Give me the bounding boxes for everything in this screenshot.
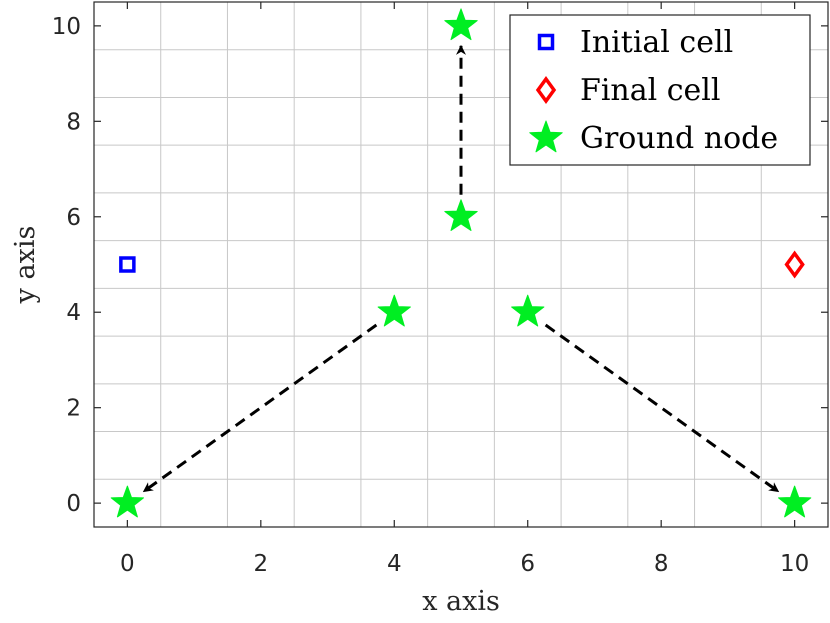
dashed-arrow: [142, 323, 378, 493]
legend-marker-diamond: [535, 76, 557, 104]
legend-marker-star: [529, 120, 563, 153]
x-tick-label: 6: [520, 551, 535, 577]
x-tick-label: 2: [253, 551, 268, 577]
y-tick-label: 2: [66, 396, 81, 422]
legend-entry-label: Final cell: [580, 73, 721, 108]
data-point-square: [119, 256, 136, 273]
axis-ticks: 0 2 4 6 8 10 0 2 4 6 8 10: [52, 2, 828, 577]
y-tick-label: 10: [52, 14, 81, 40]
x-tick-label: 8: [654, 551, 669, 577]
y-tick-label: 8: [66, 109, 81, 135]
data-point-star: [377, 294, 411, 327]
data-point-star: [778, 485, 812, 518]
arrows: [142, 44, 780, 493]
y-tick-label: 4: [66, 300, 81, 326]
plot-frame: [93, 1, 829, 528]
y-tick-label: 0: [66, 491, 81, 517]
legend-entry-label: Ground node: [580, 121, 778, 156]
legend-marker-square: [537, 33, 555, 51]
x-tick-label: 0: [120, 551, 135, 577]
data-point-star: [444, 199, 478, 231]
legend-entry-label: Initial cell: [580, 25, 733, 60]
legend: Initial cell Final cell Ground node: [509, 14, 811, 166]
dashed-arrow: [544, 323, 780, 493]
data-point-diamond: [784, 250, 805, 279]
data-point-star: [110, 485, 144, 518]
y-tick-label: 6: [66, 205, 81, 231]
x-tick-label: 10: [780, 551, 809, 577]
x-tick-label: 4: [387, 551, 402, 577]
data-point-star: [511, 294, 545, 327]
legend-box: [509, 14, 811, 166]
y-axis-title: y axis: [10, 226, 41, 305]
x-axis-title: x axis: [422, 586, 500, 617]
data-points: [110, 8, 812, 518]
data-point-star: [444, 8, 478, 41]
